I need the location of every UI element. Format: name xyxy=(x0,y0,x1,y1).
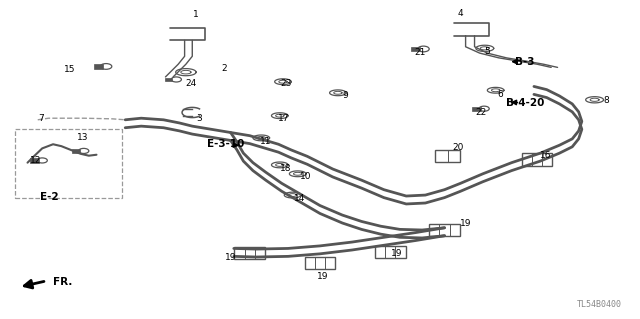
Text: 23: 23 xyxy=(280,79,292,88)
Text: 14: 14 xyxy=(294,194,305,203)
Bar xyxy=(412,47,420,51)
Text: TL54B0400: TL54B0400 xyxy=(577,300,621,309)
Text: 1: 1 xyxy=(193,11,198,19)
Bar xyxy=(305,257,335,269)
Text: 24: 24 xyxy=(186,79,196,88)
Text: 4: 4 xyxy=(458,9,463,18)
Text: 8: 8 xyxy=(604,96,609,105)
Bar xyxy=(435,150,461,162)
Text: B-3: B-3 xyxy=(515,57,534,67)
Bar xyxy=(234,247,265,259)
Text: 7: 7 xyxy=(38,114,44,123)
Text: 19: 19 xyxy=(317,271,329,281)
Text: FR.: FR. xyxy=(53,277,72,287)
Text: E-3-10: E-3-10 xyxy=(207,139,245,149)
Text: 9: 9 xyxy=(342,92,348,100)
Text: 19: 19 xyxy=(225,253,236,262)
Text: E-2: E-2 xyxy=(40,192,58,202)
Text: 22: 22 xyxy=(476,108,486,117)
Text: 18: 18 xyxy=(280,164,292,173)
Text: 3: 3 xyxy=(196,114,202,123)
Text: 6: 6 xyxy=(497,90,503,99)
Bar xyxy=(30,159,38,162)
Text: 11: 11 xyxy=(260,137,271,145)
Bar xyxy=(165,78,173,81)
Text: 19: 19 xyxy=(460,219,471,228)
Text: 16: 16 xyxy=(540,151,552,160)
Text: 17: 17 xyxy=(278,114,289,123)
Text: 12: 12 xyxy=(29,156,41,165)
Bar xyxy=(522,153,552,166)
Text: 20: 20 xyxy=(452,143,463,152)
Text: 10: 10 xyxy=(300,173,311,182)
Text: 13: 13 xyxy=(77,133,88,142)
Bar xyxy=(429,224,460,236)
Text: 19: 19 xyxy=(391,249,403,258)
Bar xyxy=(472,107,481,111)
Bar xyxy=(15,129,122,197)
Text: 15: 15 xyxy=(64,65,76,74)
Text: 21: 21 xyxy=(414,48,426,57)
Text: 2: 2 xyxy=(221,64,227,73)
Bar xyxy=(72,149,80,153)
Text: B-4-20: B-4-20 xyxy=(506,98,545,108)
Bar xyxy=(375,246,406,258)
Bar xyxy=(94,64,103,69)
Text: 5: 5 xyxy=(484,47,490,56)
